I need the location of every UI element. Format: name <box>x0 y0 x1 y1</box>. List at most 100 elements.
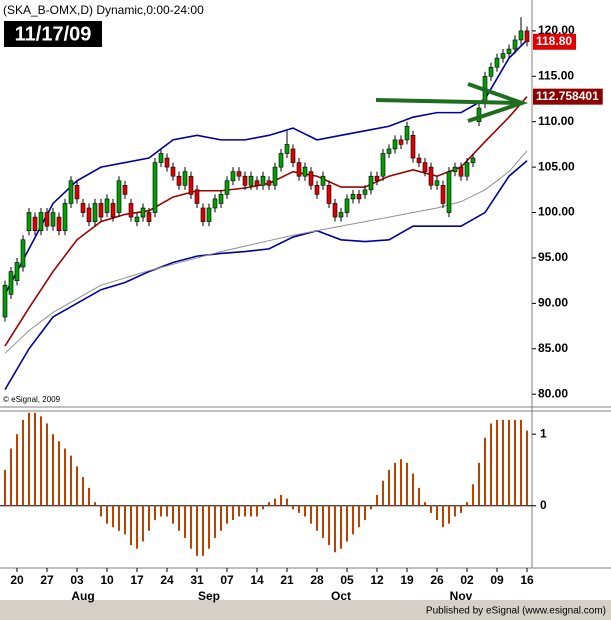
candle-body <box>170 166 176 177</box>
y-tick-label: 100.00 <box>538 205 575 219</box>
candle-body <box>464 162 470 177</box>
candle-body <box>104 198 110 213</box>
y-tick-label: 115.00 <box>538 68 574 82</box>
price-tag-box <box>533 88 603 105</box>
candle-body <box>518 30 524 41</box>
candle-body <box>92 203 98 222</box>
y-tick-label: 120.00 <box>538 23 575 37</box>
candle-body <box>176 175 182 186</box>
month-label: Oct <box>331 589 351 603</box>
y-tick-label: 105.00 <box>538 159 575 173</box>
candle-body <box>440 184 446 204</box>
candle-body <box>236 171 242 177</box>
x-tick-label: 21 <box>280 573 294 587</box>
candle-body <box>38 212 44 232</box>
x-tick-label: 10 <box>100 573 114 587</box>
footer-text: Published by eSignal (www.esignal.com) <box>426 606 606 617</box>
x-tick-label: 07 <box>220 573 234 587</box>
month-label: Aug <box>71 589 94 603</box>
x-tick-label: 02 <box>460 573 474 587</box>
candle-body <box>248 175 254 186</box>
price-tag-label: 112.758401 <box>536 89 599 103</box>
candle-body <box>218 194 224 204</box>
candle-body <box>290 148 296 163</box>
candle-body <box>86 207 92 222</box>
candle-body <box>356 194 362 200</box>
month-label: Sep <box>198 589 220 603</box>
y-tick-label: 80.00 <box>538 386 568 400</box>
candle-body <box>272 166 278 186</box>
candle-body <box>122 184 128 195</box>
x-tick-label: 09 <box>490 573 504 587</box>
candle-body <box>152 162 158 213</box>
candle-body <box>32 216 38 232</box>
candle-body <box>386 148 392 154</box>
candle-body <box>26 212 32 232</box>
candle-body <box>158 153 164 163</box>
candle-body <box>404 125 410 141</box>
y-tick-label: 0 <box>540 498 547 512</box>
price-tag-label: 118.80 <box>536 34 572 48</box>
x-tick-label: 03 <box>70 573 84 587</box>
candle-body <box>254 180 260 186</box>
x-tick-label: 05 <box>340 573 354 587</box>
candle-body <box>116 180 122 213</box>
y-tick-label: 85.00 <box>538 341 568 355</box>
candle-body <box>326 184 332 204</box>
y-tick-label: 110.00 <box>538 114 574 128</box>
candle-body <box>20 239 26 268</box>
candle-body <box>392 139 398 150</box>
candle-body <box>110 203 116 218</box>
candle-body <box>368 175 374 191</box>
candle-body <box>350 194 356 200</box>
candle-body <box>422 162 428 172</box>
candle-body <box>458 166 464 177</box>
candle-body <box>314 184 320 195</box>
candle-body <box>410 135 416 159</box>
arrow-head <box>467 82 529 123</box>
candle-body <box>62 203 68 232</box>
y-tick-label: 95.00 <box>538 250 568 264</box>
candle-body <box>146 212 152 222</box>
copyright: © eSignal, 2009 <box>3 395 61 404</box>
candle-body <box>296 162 302 177</box>
candle-body <box>302 166 308 177</box>
footer-bar <box>0 600 611 620</box>
candle-body <box>188 175 194 195</box>
candle-body <box>206 207 212 222</box>
y-tick-label: 1 <box>540 426 547 440</box>
candle-body <box>8 271 14 295</box>
candle-body <box>284 144 290 154</box>
y-tick-label: 90.00 <box>538 296 568 310</box>
candle-body <box>164 157 170 168</box>
candle-body <box>14 262 20 281</box>
candle-body <box>212 198 218 209</box>
candle-body <box>266 180 272 186</box>
candle-body <box>74 184 80 200</box>
indicator-line <box>4 160 528 391</box>
x-tick-label: 20 <box>10 573 24 587</box>
date-label: 11/17/09 <box>15 23 92 45</box>
x-tick-label: 14 <box>250 573 264 587</box>
candle-body <box>98 203 104 218</box>
candle-body <box>398 139 404 145</box>
candle-body <box>56 216 62 232</box>
x-tick-label: 27 <box>40 573 54 587</box>
candle-body <box>308 171 314 186</box>
candle-body <box>488 66 494 77</box>
candle-body <box>506 48 512 54</box>
arrow-shaft <box>375 98 519 105</box>
candle-body <box>194 189 200 204</box>
candle-body <box>428 166 434 186</box>
candle-body <box>80 203 86 213</box>
candle-body <box>446 171 452 213</box>
x-tick-label: 26 <box>430 573 444 587</box>
candle-body <box>524 30 530 43</box>
indicator-line <box>4 150 528 354</box>
candle-body <box>344 198 350 213</box>
candle-body <box>278 153 284 168</box>
candle-body <box>470 157 476 163</box>
candle-body <box>182 171 188 186</box>
price-tag: 112.758401 <box>533 88 603 105</box>
